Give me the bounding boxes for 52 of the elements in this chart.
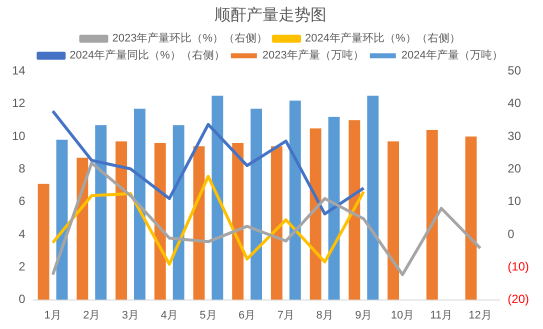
y-tick-label: 8: [18, 161, 26, 176]
bar: [388, 141, 400, 300]
x-tick-label: 5月: [200, 309, 217, 322]
bar: [212, 96, 224, 300]
legend-label: 2024年产量（万吨）: [401, 48, 503, 62]
x-tick-label: 7月: [277, 309, 294, 322]
y2-tick-label: 30: [508, 128, 522, 143]
y2-tick-label: 0: [508, 226, 515, 241]
bar: [38, 184, 50, 300]
y-tick-label: 0: [18, 292, 26, 306]
bar: [232, 143, 244, 300]
y-tick-label: 4: [18, 226, 26, 241]
bar: [348, 120, 360, 300]
bar: [250, 108, 262, 300]
y-tick-label: 6: [18, 194, 26, 208]
x-tick-label: 10月: [390, 309, 414, 322]
y2-tick-label: (10): [508, 259, 530, 274]
y-tick-label: 10: [12, 128, 26, 143]
legend-label: 2023年产量环比（%）（右侧）: [112, 32, 268, 45]
bar: [310, 128, 322, 300]
bar: [154, 143, 166, 300]
x-tick-label: 9月: [355, 309, 372, 322]
x-tick-label: 4月: [160, 309, 178, 322]
legend-label: 2024年产量环比（%）（右侧）: [305, 32, 460, 45]
bar: [270, 146, 282, 300]
x-tick-label: 12月: [468, 309, 492, 322]
bar: [134, 108, 146, 300]
x-tick-label: 3月: [122, 309, 140, 322]
bar: [95, 125, 107, 300]
x-tick-label: 8月: [316, 309, 334, 322]
y-tick-label: 14: [12, 64, 26, 78]
y2-tick-label: 10: [508, 194, 522, 208]
bar: [76, 158, 88, 300]
x-tick-label: 1月: [44, 309, 62, 322]
x-tick-label: 11月: [430, 309, 453, 322]
bar: [367, 96, 379, 300]
x-tick-label: 2月: [83, 309, 100, 322]
bar: [465, 136, 477, 300]
y2-tick-label: 20: [508, 161, 522, 176]
y-tick-label: 12: [12, 96, 26, 110]
bar: [172, 125, 184, 300]
x-tick-label: 6月: [238, 309, 256, 322]
bar: [116, 141, 127, 300]
y2-tick-label: 50: [508, 64, 522, 78]
y-tick-label: 2: [18, 259, 26, 274]
y2-tick-label: (20): [508, 292, 530, 306]
chart-title: 顺酐产量走势图: [214, 6, 326, 24]
legend-label: 2024年产量同比（%）（右侧）: [70, 48, 225, 62]
bar: [426, 130, 438, 300]
bar: [289, 100, 301, 300]
y2-tick-label: 40: [508, 96, 522, 110]
legend-label: 2023年产量（万吨）: [262, 48, 364, 62]
